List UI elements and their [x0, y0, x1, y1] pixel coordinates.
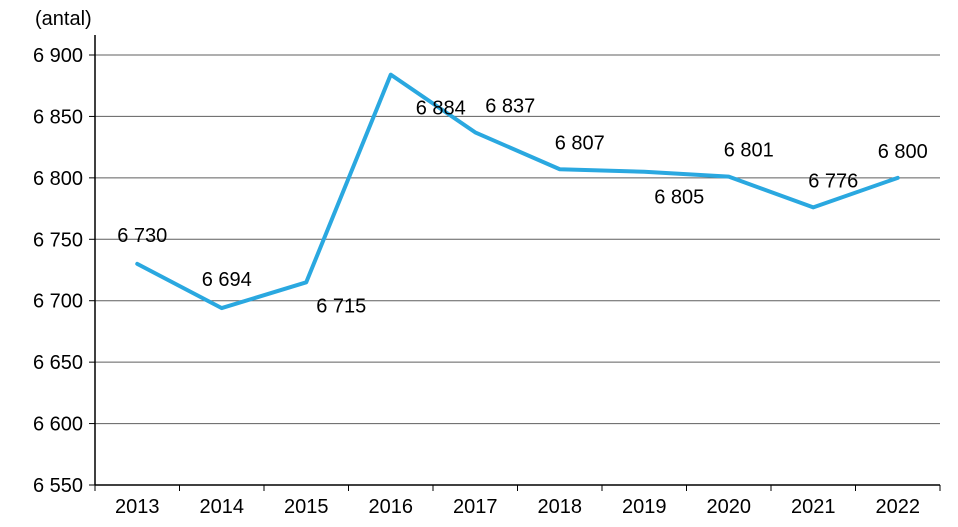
x-tick-label: 2018: [538, 496, 583, 518]
x-tick-label: 2019: [622, 496, 667, 518]
y-tick-label: 6 900: [33, 45, 83, 67]
y-axis-title: (antal): [35, 8, 92, 30]
data-label: 6 805: [654, 187, 704, 209]
y-tick-label: 6 650: [33, 352, 83, 374]
y-tick-label: 6 850: [33, 106, 83, 128]
data-label: 6 807: [555, 132, 605, 154]
data-label: 6 715: [316, 295, 366, 317]
data-label: 6 801: [724, 140, 774, 162]
y-tick-label: 6 550: [33, 475, 83, 497]
y-tick-label: 6 750: [33, 229, 83, 251]
x-tick-label: 2017: [453, 496, 498, 518]
x-tick-label: 2015: [284, 496, 329, 518]
data-label: 6 730: [117, 225, 167, 247]
x-tick-label: 2016: [369, 496, 414, 518]
x-tick-label: 2021: [791, 496, 836, 518]
y-tick-label: 6 800: [33, 168, 83, 190]
data-label: 6 837: [485, 95, 535, 117]
data-label: 6 800: [878, 141, 928, 163]
data-label: 6 776: [808, 170, 858, 192]
x-tick-label: 2013: [115, 496, 160, 518]
y-tick-label: 6 700: [33, 291, 83, 313]
data-label: 6 884: [416, 98, 466, 120]
x-tick-label: 2014: [200, 496, 245, 518]
x-tick-label: 2022: [876, 496, 921, 518]
x-tick-label: 2020: [707, 496, 752, 518]
data-label: 6 694: [202, 269, 252, 291]
line-chart: 6 550 6 600 6 650 6 700 6 750 6 800 6 850 6 900…: [0, 0, 958, 527]
y-tick-label: 6 600: [33, 414, 83, 436]
